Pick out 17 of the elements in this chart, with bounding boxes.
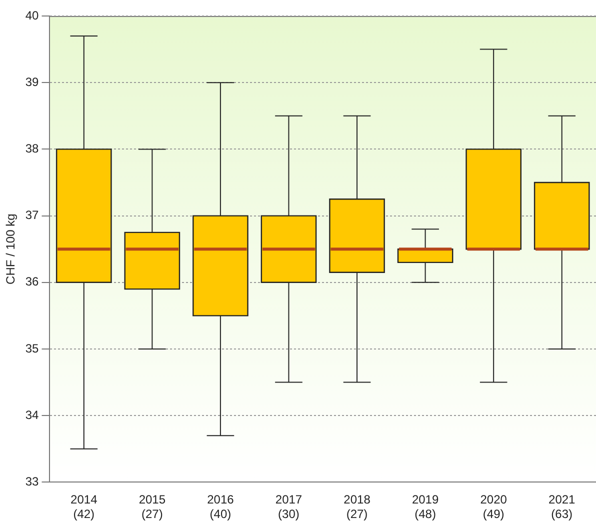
x-tick-label: 2020 (49) [480,492,508,522]
y-tick-label: 33 [25,474,40,489]
y-tick-label: 39 [25,74,40,89]
x-tick-label: 2014 (42) [70,492,98,522]
x-tick-label: 2015 (27) [138,492,166,522]
y-axis-title: CHF / 100 kg [4,214,18,284]
y-tick-label: 40 [25,8,40,22]
x-tick-label: 2021 (63) [548,492,576,522]
y-tick-label: 37 [25,208,40,222]
y-tick-label: 35 [25,341,40,356]
y-tick-label: 34 [25,408,40,422]
y-tick-label: 38 [25,142,40,156]
x-tick-label: 2019 (48) [412,492,439,522]
x-tick-label: 2018 (27) [344,492,371,522]
y-tick-label: 36 [25,274,40,289]
x-tick-label: 2017 (30) [275,492,302,522]
x-tick-label: 2016 (40) [207,492,234,522]
